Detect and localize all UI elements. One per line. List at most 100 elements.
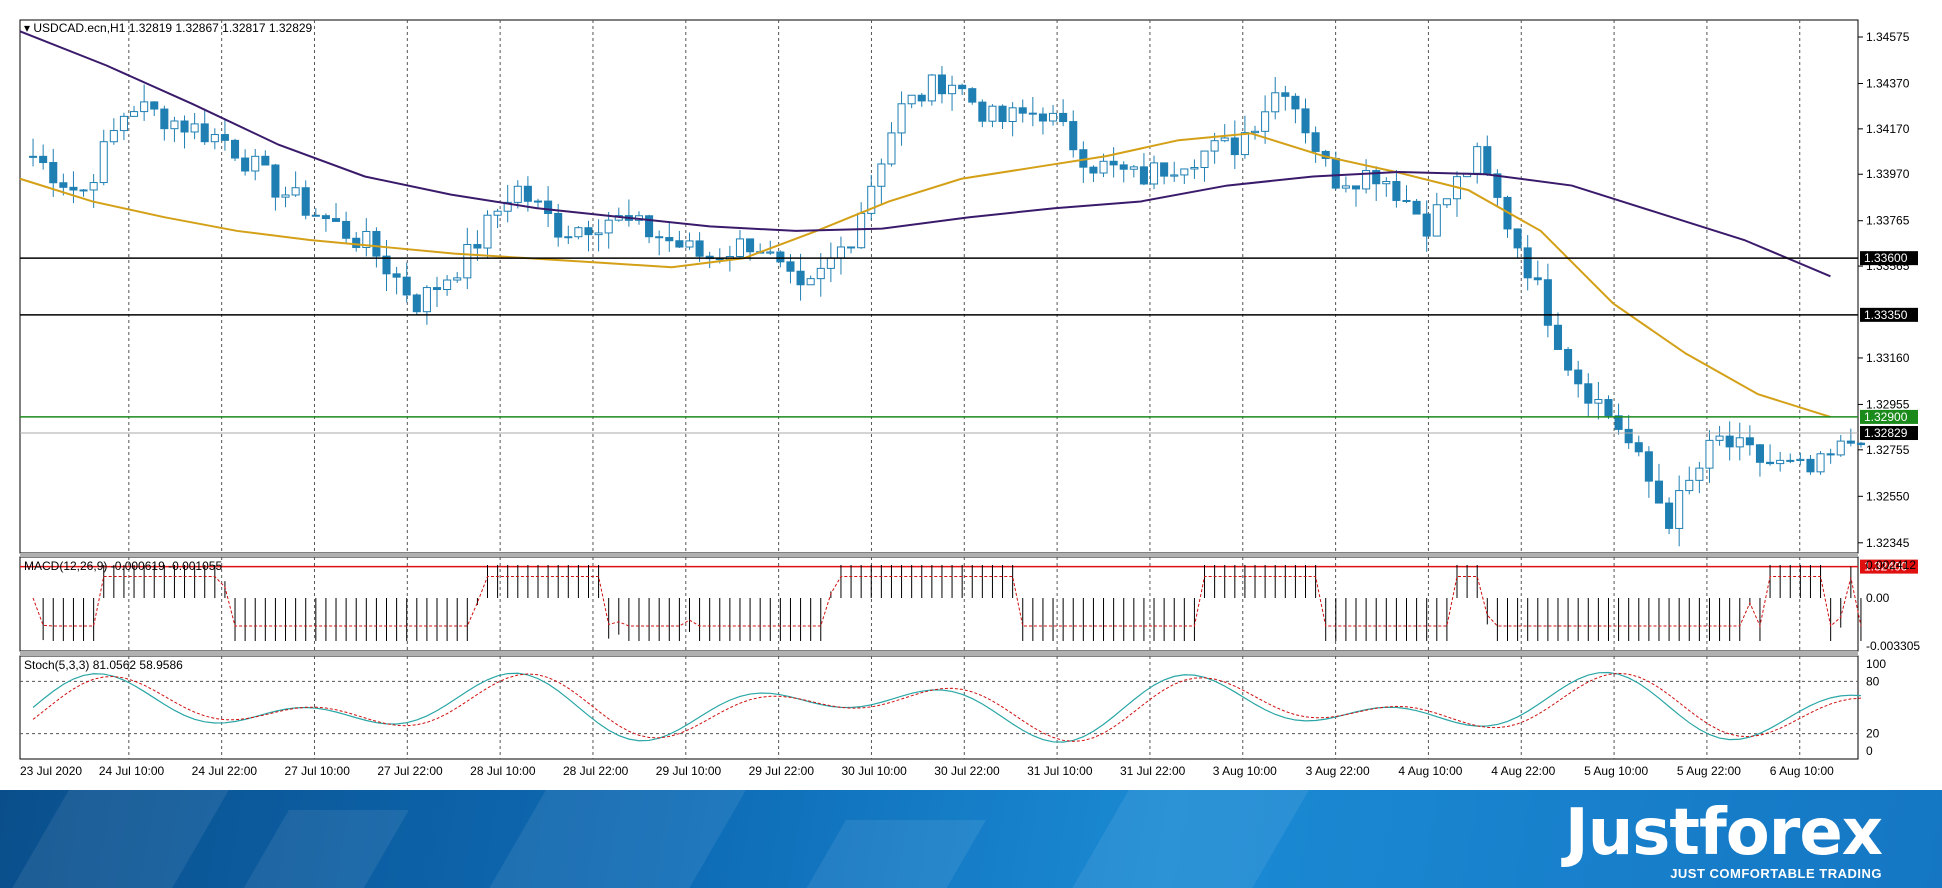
candle-body bbox=[473, 244, 482, 249]
ma-fast-line bbox=[19, 132, 1831, 418]
candle-body bbox=[1442, 198, 1451, 206]
stoch-tick-label: 0 bbox=[1866, 744, 1873, 758]
candle-body bbox=[140, 101, 149, 113]
candle-body bbox=[857, 212, 866, 249]
candle-body bbox=[503, 201, 512, 212]
level-price-tag bbox=[1860, 409, 1918, 424]
candle-body bbox=[806, 278, 815, 286]
footer-decoration bbox=[794, 820, 986, 888]
stoch-main-line bbox=[32, 671, 1861, 743]
candle-body bbox=[463, 244, 472, 279]
candle-body bbox=[1271, 92, 1280, 113]
candle-body bbox=[1473, 146, 1482, 174]
candle-body bbox=[39, 155, 48, 164]
level-price-tag bbox=[1860, 307, 1918, 322]
candle-body bbox=[342, 220, 351, 239]
candle-body bbox=[1685, 479, 1694, 492]
candle-body bbox=[1220, 137, 1229, 142]
candle-body bbox=[675, 240, 684, 248]
candle-body bbox=[574, 227, 583, 238]
trading-chart[interactable]: 23 Jul 2020 24 Jul 10:00 24 Jul 22:00 27 Ju… bbox=[0, 0, 1942, 790]
candle-body bbox=[917, 94, 926, 102]
candle-body bbox=[59, 182, 68, 188]
footer-decoration bbox=[482, 790, 758, 888]
candle-body bbox=[1160, 162, 1169, 177]
candle-body bbox=[230, 139, 240, 159]
candle-body bbox=[1008, 107, 1017, 123]
candle-body bbox=[372, 230, 381, 257]
candle-body bbox=[1331, 157, 1340, 189]
candle-body bbox=[1695, 467, 1704, 481]
candle-body bbox=[1715, 435, 1724, 441]
candle-body bbox=[1735, 437, 1744, 448]
candle-body bbox=[988, 105, 997, 122]
candle-body bbox=[513, 185, 522, 203]
candle-body bbox=[927, 74, 936, 102]
candle-body bbox=[1149, 162, 1159, 185]
candle-body bbox=[766, 251, 775, 254]
current-price-label: 1.32829 bbox=[1864, 426, 1908, 440]
candle-body bbox=[887, 132, 896, 165]
candle-body bbox=[816, 267, 825, 280]
macd-tick-label: 0.002412 bbox=[1866, 558, 1916, 572]
candle-body bbox=[1170, 174, 1179, 177]
candle-body bbox=[554, 212, 563, 238]
candle-body bbox=[695, 240, 704, 257]
ma-slow-line bbox=[19, 30, 1831, 278]
candle-body bbox=[1644, 451, 1653, 482]
candle-body bbox=[1250, 130, 1260, 134]
candle-body bbox=[1089, 166, 1098, 174]
x-tick-label: 29 Jul 10:00 bbox=[656, 764, 722, 778]
candle-body bbox=[453, 277, 462, 281]
candle-body bbox=[796, 270, 805, 286]
candle-body bbox=[685, 240, 694, 248]
candle-body bbox=[109, 130, 118, 143]
candle-body bbox=[79, 189, 88, 192]
candle-body bbox=[1190, 166, 1199, 170]
candle-body bbox=[1382, 181, 1391, 185]
price-tick-label: 1.32345 bbox=[1866, 536, 1910, 550]
level-price-label: 1.33600 bbox=[1864, 251, 1908, 265]
stoch-tick-label: 20 bbox=[1866, 727, 1880, 741]
x-tick-label: 5 Aug 22:00 bbox=[1677, 764, 1741, 778]
candle-body bbox=[1604, 399, 1613, 417]
panel-frame-3 bbox=[19, 655, 1859, 760]
candle-body bbox=[1856, 442, 1865, 446]
candle-body bbox=[1806, 458, 1815, 473]
candle-body bbox=[1564, 348, 1573, 371]
candle-body bbox=[1553, 324, 1563, 350]
x-tick-label: 5 Aug 10:00 bbox=[1584, 764, 1648, 778]
candle-body bbox=[1846, 440, 1855, 444]
candle-body bbox=[1018, 107, 1027, 114]
candle-body bbox=[1351, 185, 1361, 190]
stoch-tick-label: 80 bbox=[1866, 674, 1880, 688]
candle-body bbox=[1432, 204, 1441, 237]
candle-body bbox=[493, 210, 502, 216]
candle-body bbox=[1796, 458, 1805, 461]
chart-canvas[interactable]: 23 Jul 2020 24 Jul 10:00 24 Jul 22:00 27 Ju… bbox=[0, 0, 1942, 790]
candle-body bbox=[271, 164, 280, 198]
x-tick-label: 28 Jul 22:00 bbox=[563, 764, 629, 778]
price-tick-label: 1.33160 bbox=[1866, 351, 1910, 365]
candle-body bbox=[1755, 444, 1764, 463]
candle-body bbox=[1109, 160, 1118, 166]
candle-body bbox=[1776, 459, 1785, 465]
candle-body bbox=[99, 141, 108, 184]
candle-body bbox=[160, 108, 169, 130]
candle-body bbox=[1059, 112, 1068, 123]
panel-frame-1 bbox=[19, 19, 1859, 554]
level-price-tag bbox=[1860, 251, 1918, 266]
candle-body bbox=[836, 246, 845, 259]
candle-body bbox=[220, 134, 229, 141]
footer-decoration bbox=[1065, 790, 1315, 888]
candle-body bbox=[261, 155, 270, 166]
x-tick-label: 3 Aug 10:00 bbox=[1213, 764, 1277, 778]
candle-body bbox=[1200, 150, 1209, 168]
candle-body bbox=[1038, 113, 1047, 122]
panel-separator bbox=[20, 553, 1858, 557]
candle-body bbox=[1594, 399, 1603, 404]
candle-body bbox=[1705, 439, 1714, 469]
candle-body bbox=[1049, 112, 1058, 122]
candle-body bbox=[241, 157, 250, 172]
candle-body bbox=[1836, 440, 1845, 456]
